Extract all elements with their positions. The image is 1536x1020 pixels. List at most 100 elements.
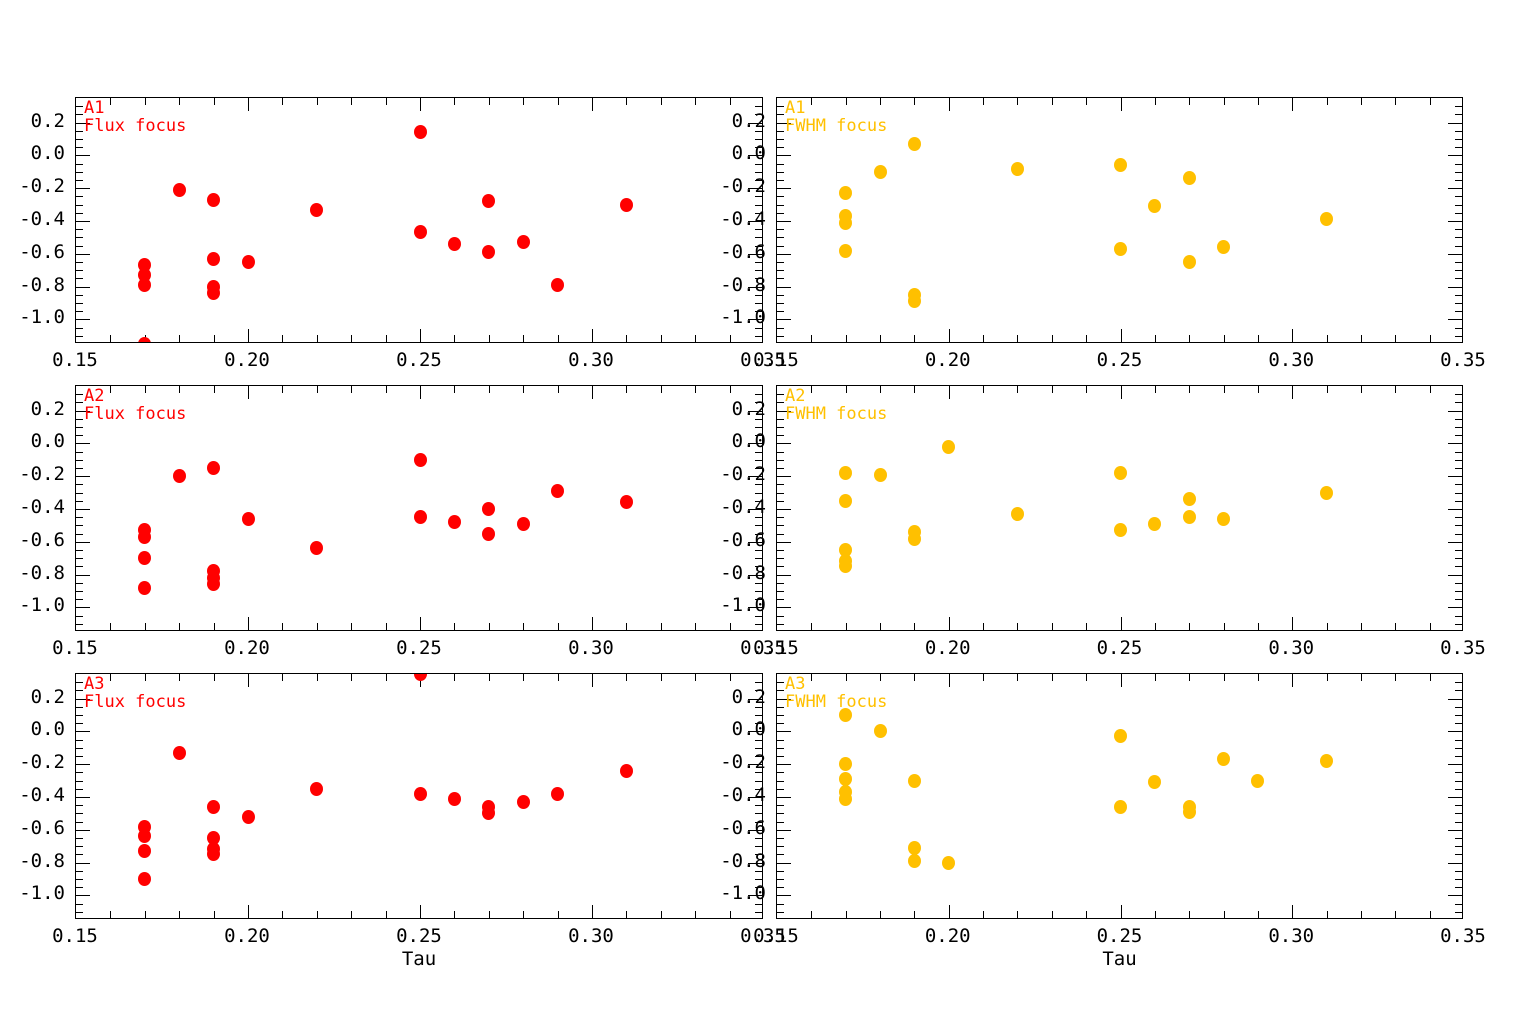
data-point xyxy=(413,674,427,681)
x-axis-tick xyxy=(983,386,984,393)
series-label: Flux focus xyxy=(84,404,187,424)
x-axis-tick xyxy=(386,623,387,630)
x-axis-tick xyxy=(730,911,731,918)
x-axis-tick xyxy=(661,335,662,342)
y-axis-tick-label: 0.2 xyxy=(30,685,65,708)
x-axis-tick xyxy=(1430,386,1431,393)
y-axis-tick xyxy=(755,336,762,337)
x-axis-tick xyxy=(1395,674,1396,681)
data-point xyxy=(1114,523,1127,538)
y-axis-tick xyxy=(76,270,83,271)
y-axis-tick xyxy=(76,534,83,535)
y-axis-tick xyxy=(755,295,762,296)
y-axis-tick xyxy=(777,871,784,872)
data-point xyxy=(138,551,152,566)
data-point xyxy=(1320,485,1334,500)
x-axis-tick xyxy=(454,911,455,918)
y-axis-tick xyxy=(1448,509,1462,510)
x-axis-tick xyxy=(592,905,593,918)
y-axis-tick-label: 0.2 xyxy=(731,685,766,708)
y-axis-tick xyxy=(1455,550,1462,551)
data-point xyxy=(839,708,853,722)
y-axis-tick xyxy=(1448,155,1462,156)
y-axis-tick xyxy=(777,114,784,115)
x-axis-tick xyxy=(110,911,111,918)
x-axis-tick xyxy=(811,674,812,681)
y-axis-tick xyxy=(76,772,83,773)
y-axis-tick xyxy=(1455,278,1462,279)
x-axis-tick xyxy=(880,98,881,105)
y-axis-tick xyxy=(1455,402,1462,403)
y-axis-tick xyxy=(777,295,784,296)
data-point xyxy=(516,516,530,531)
y-axis-tick xyxy=(1455,707,1462,708)
y-axis-tick xyxy=(76,476,90,477)
y-axis-tick xyxy=(1455,813,1462,814)
x-axis-tick xyxy=(523,674,524,681)
y-axis-tick xyxy=(76,789,83,790)
x-axis-tick-label: 0.20 xyxy=(224,925,270,947)
y-axis-tick xyxy=(755,213,762,214)
y-axis-tick xyxy=(1455,781,1462,782)
y-axis-tick xyxy=(777,155,791,156)
y-axis-tick xyxy=(777,419,784,420)
y-axis-tick xyxy=(1455,452,1462,453)
y-axis-tick xyxy=(777,740,784,741)
x-axis-tick xyxy=(983,335,984,342)
y-axis-tick xyxy=(755,196,762,197)
x-axis-tick-label: 0.30 xyxy=(568,925,614,947)
y-axis-tick xyxy=(1455,912,1462,913)
x-axis-tick xyxy=(282,335,283,342)
data-point xyxy=(310,541,324,556)
x-axis-tick xyxy=(661,386,662,393)
data-point xyxy=(839,243,853,258)
data-point xyxy=(1217,752,1231,767)
y-axis-tick-label: -0.4 xyxy=(19,496,65,518)
x-axis-tick xyxy=(1017,98,1018,105)
y-axis-tick xyxy=(777,863,791,864)
x-axis-tick-label: 0.30 xyxy=(1268,925,1315,947)
y-axis-tick xyxy=(755,781,762,782)
x-axis-tick xyxy=(1155,911,1156,918)
y-axis-tick xyxy=(755,583,762,584)
y-axis-tick xyxy=(755,237,762,238)
data-point xyxy=(207,461,221,475)
y-axis-tick xyxy=(777,805,784,806)
y-axis-tick xyxy=(1455,682,1462,683)
y-axis-tick xyxy=(777,402,784,403)
x-axis-tick xyxy=(179,674,180,681)
data-point xyxy=(482,806,496,821)
y-axis-tick xyxy=(1455,591,1462,592)
y-axis-tick xyxy=(748,411,762,412)
x-axis-tick xyxy=(949,98,950,111)
x-axis-tick xyxy=(1361,386,1362,393)
y-axis-tick xyxy=(76,139,83,140)
x-axis-tick xyxy=(695,674,696,681)
y-axis-tick xyxy=(748,607,762,608)
data-point xyxy=(207,831,221,845)
panel-label: A1 xyxy=(84,98,105,118)
data-point xyxy=(516,235,530,250)
y-axis-tick-label: 0.0 xyxy=(731,142,766,165)
x-axis-tick xyxy=(454,335,455,342)
y-axis-tick xyxy=(1455,822,1462,823)
data-point xyxy=(1217,240,1231,255)
y-axis-tick xyxy=(76,797,90,798)
y-axis-tick-label: 0.0 xyxy=(731,718,766,741)
y-axis-tick xyxy=(1455,229,1462,230)
y-axis-tick xyxy=(777,789,784,790)
x-axis-tick xyxy=(248,617,249,630)
data-point xyxy=(1010,506,1024,521)
y-axis-tick xyxy=(777,542,791,543)
y-axis-tick xyxy=(748,830,762,831)
y-axis-tick xyxy=(777,879,784,880)
data-point xyxy=(873,164,887,179)
plot-panel-a3-flux: A3 Flux focus xyxy=(75,673,763,919)
y-axis-tick xyxy=(755,566,762,567)
x-axis-tick xyxy=(730,98,731,105)
y-axis-tick xyxy=(777,452,784,453)
x-axis-tick xyxy=(1189,911,1190,918)
data-point xyxy=(482,502,496,516)
y-axis-tick xyxy=(777,443,791,444)
